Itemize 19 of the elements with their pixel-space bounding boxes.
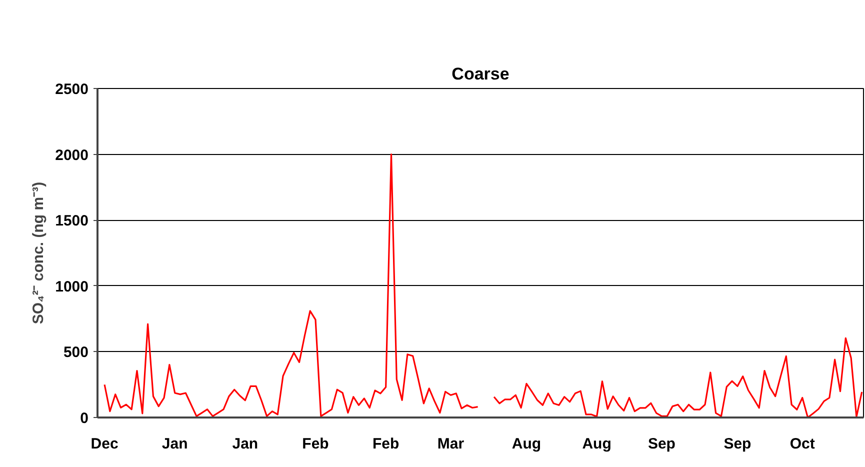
- x-tick-label: Mar: [437, 436, 464, 452]
- x-tick-label: Oct: [790, 436, 815, 452]
- x-tick-label: Jan: [232, 436, 258, 452]
- x-tick-label: Sep: [724, 436, 752, 452]
- chart-title: Coarse: [452, 64, 510, 84]
- x-tick-label: Feb: [372, 436, 400, 452]
- x-tick-label: Jan: [162, 436, 188, 452]
- y-tick-label: 0: [80, 410, 88, 427]
- x-tick-label: Dec: [90, 436, 118, 452]
- y-tick-label: 1000: [55, 278, 89, 296]
- x-tick-label: Aug: [582, 436, 612, 452]
- x-tick-label: Sep: [648, 436, 676, 452]
- y-tick-label: 500: [63, 344, 89, 362]
- y-tick-label: 2000: [55, 146, 89, 164]
- y-tick-label: 2500: [55, 81, 89, 98]
- x-tick-label: Feb: [302, 436, 329, 452]
- y-tick-label: 1500: [55, 212, 89, 230]
- x-tick-label: Aug: [512, 436, 542, 452]
- y-axis-title: SO₄²⁻ conc. (ng m⁻³): [30, 182, 48, 324]
